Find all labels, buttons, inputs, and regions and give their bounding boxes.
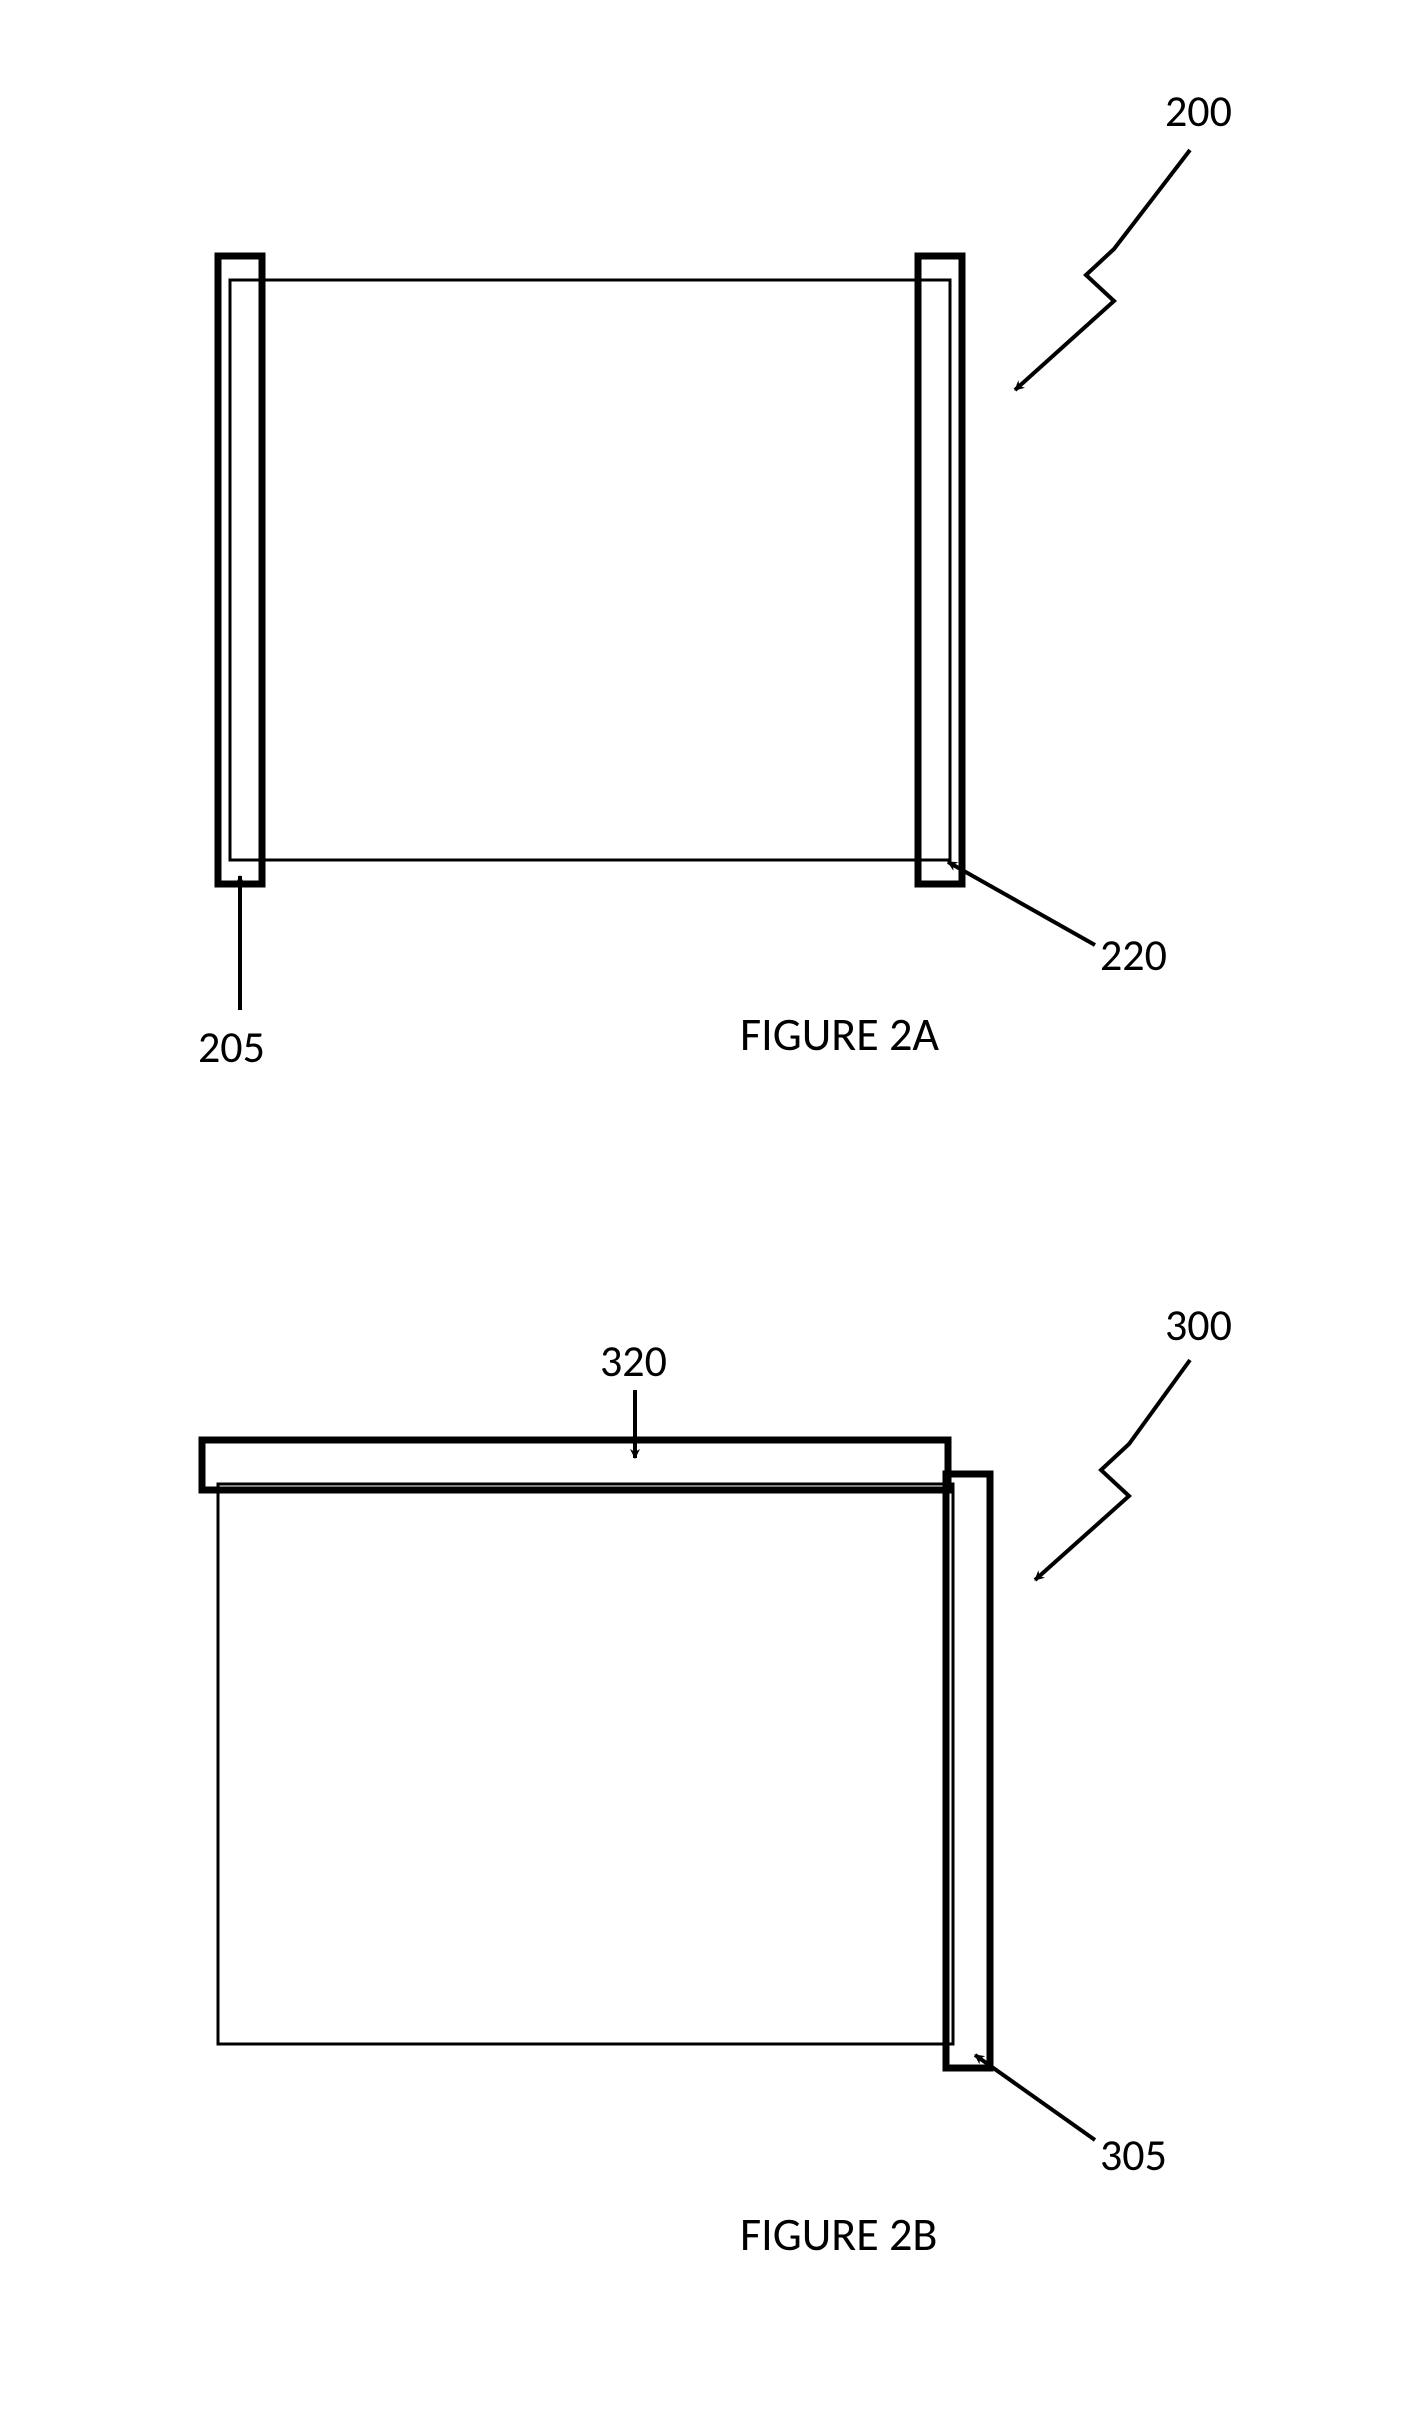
figA-caption: FIGURE 2A	[740, 1007, 939, 1063]
figA-label-220: 220	[1100, 928, 1167, 982]
figA-left-bar	[218, 256, 262, 884]
figB-label-300: 300	[1165, 1298, 1232, 1352]
figB-label-320: 320	[600, 1334, 667, 1388]
figB-label-305: 305	[1100, 2128, 1167, 2182]
figB-caption: FIGURE 2B	[740, 2207, 937, 2263]
figA-right-bar	[918, 256, 962, 884]
figA-label-205: 205	[198, 1020, 265, 1074]
figA-label-200: 200	[1165, 84, 1232, 138]
figB-body-rect	[218, 1484, 953, 2044]
figB-arrow-300	[1035, 1360, 1190, 1580]
figA-arrow-200	[1015, 150, 1190, 390]
figB-arrow-305	[975, 2055, 1095, 2140]
figA-body-rect	[230, 280, 950, 860]
figA-arrow-220	[948, 862, 1095, 945]
